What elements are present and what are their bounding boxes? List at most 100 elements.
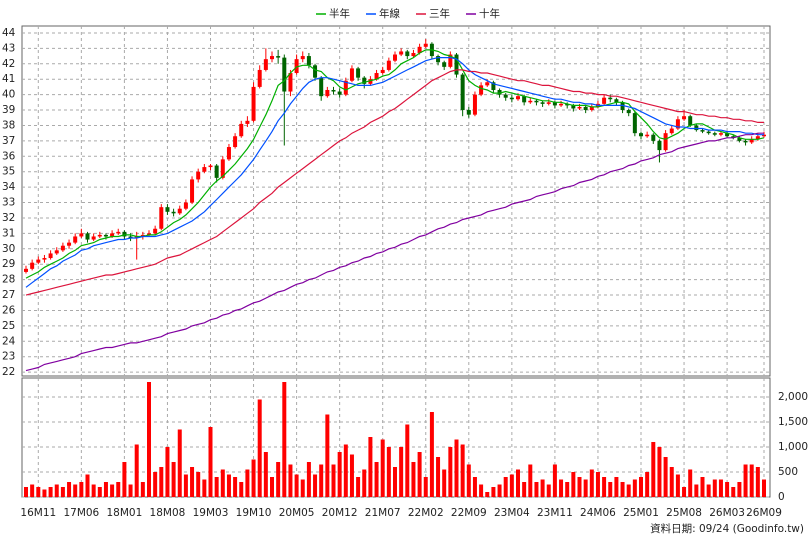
legend-label: 十年 [479,7,500,20]
y-tick-label: 2,000 [778,391,808,403]
footer: 資料日期: 09/24 (Goodinfo.tw) [650,522,804,535]
volume-bar [528,464,533,497]
candle-body [645,134,650,137]
candle-body [97,234,102,237]
volume-bar [436,457,441,497]
candle-body [755,136,760,140]
candle-body [325,89,330,97]
candle-body [288,73,293,92]
candle-body [245,120,250,124]
candle-body [651,134,656,141]
candle-body [571,105,576,109]
candle-body [436,56,441,63]
volume-bar [663,457,668,497]
volume-bar [743,464,748,497]
x-tick-label: 16M11 [20,507,56,519]
candle-body [472,94,477,115]
candle-body [356,68,361,78]
candle-body [743,140,748,143]
volume-bar [362,469,367,497]
y-tick-label: 36 [2,150,16,162]
volume-bar [48,487,53,497]
volume-bar [423,477,428,497]
candle-body [233,136,238,148]
volume-bar [159,467,164,497]
y-tick-label: 41 [2,73,15,85]
candle-body [122,231,127,237]
volume-bar [700,477,705,497]
volume-bar [675,474,680,497]
y-tick-label: 0 [778,491,785,503]
legend-label: 年線 [379,7,400,20]
candle-body [306,56,311,66]
volume-bar [214,477,219,497]
x-tick-label: 21M07 [365,507,401,519]
candle-body [79,233,84,237]
x-tick-label: 17M06 [63,507,99,519]
volume-bar [263,452,268,497]
candle-body [626,110,631,114]
candle-body [411,52,416,57]
volume-bar [485,492,490,497]
candle-body [657,140,662,151]
volume-bar [731,487,736,497]
volume-bar [602,477,607,497]
candle-body [675,119,680,129]
volume-bar [516,469,520,497]
volume-bar [116,482,121,497]
volume-bar [614,477,619,497]
candle-body [552,102,557,106]
candle-body [343,80,348,95]
x-tick-label: 23M11 [537,507,573,519]
volume-bar [60,487,65,497]
legend-label: 半年 [329,7,350,20]
candle-body [565,103,570,106]
volume-bar [694,484,699,497]
candle-body [614,99,619,103]
y-tick-label: 35 [2,166,15,178]
y-tick-label: 40 [2,89,15,101]
volume-bar [608,482,613,497]
volume-bar [91,484,96,497]
x-tick-label: 24M06 [580,507,616,519]
candle-body [540,102,545,104]
candle-body [134,236,139,239]
candle-body [263,59,268,70]
candle-body [620,102,625,111]
x-tick-label: 22M09 [451,507,487,519]
ma-line [25,49,765,279]
volume-bar [294,474,299,497]
candle-body [73,236,78,243]
candle-body [196,171,201,180]
volume-bar [177,429,182,497]
candle-body [349,68,354,81]
x-tick-label: 26M03 [709,507,745,519]
candle-body [60,245,65,251]
volume-bar [190,467,195,497]
candle-body [190,179,195,203]
volume-bar [103,482,108,497]
candle-body [257,69,262,87]
candle-body [583,106,588,111]
volume-bar [24,487,28,497]
volume-bar [405,424,410,497]
volume-bar [165,447,170,497]
volume-bar [639,477,643,497]
y-tick-label: 1,000 [778,441,808,453]
volume-bar [356,477,361,497]
candle-body [331,89,336,92]
candle-body [128,236,133,239]
candle-body [220,159,225,178]
volume-bar [417,452,422,497]
candle-body [694,125,699,131]
candle-body [546,102,551,104]
y-tick-label: 26 [2,304,16,316]
candle-body [183,202,188,209]
candle-body [67,242,72,246]
volume-bar [454,439,459,497]
volume-bar [546,484,551,497]
volume-bar [270,477,274,497]
volume-bar [737,482,742,497]
x-tick-label: 20M05 [279,507,315,519]
candle-body [632,113,637,134]
